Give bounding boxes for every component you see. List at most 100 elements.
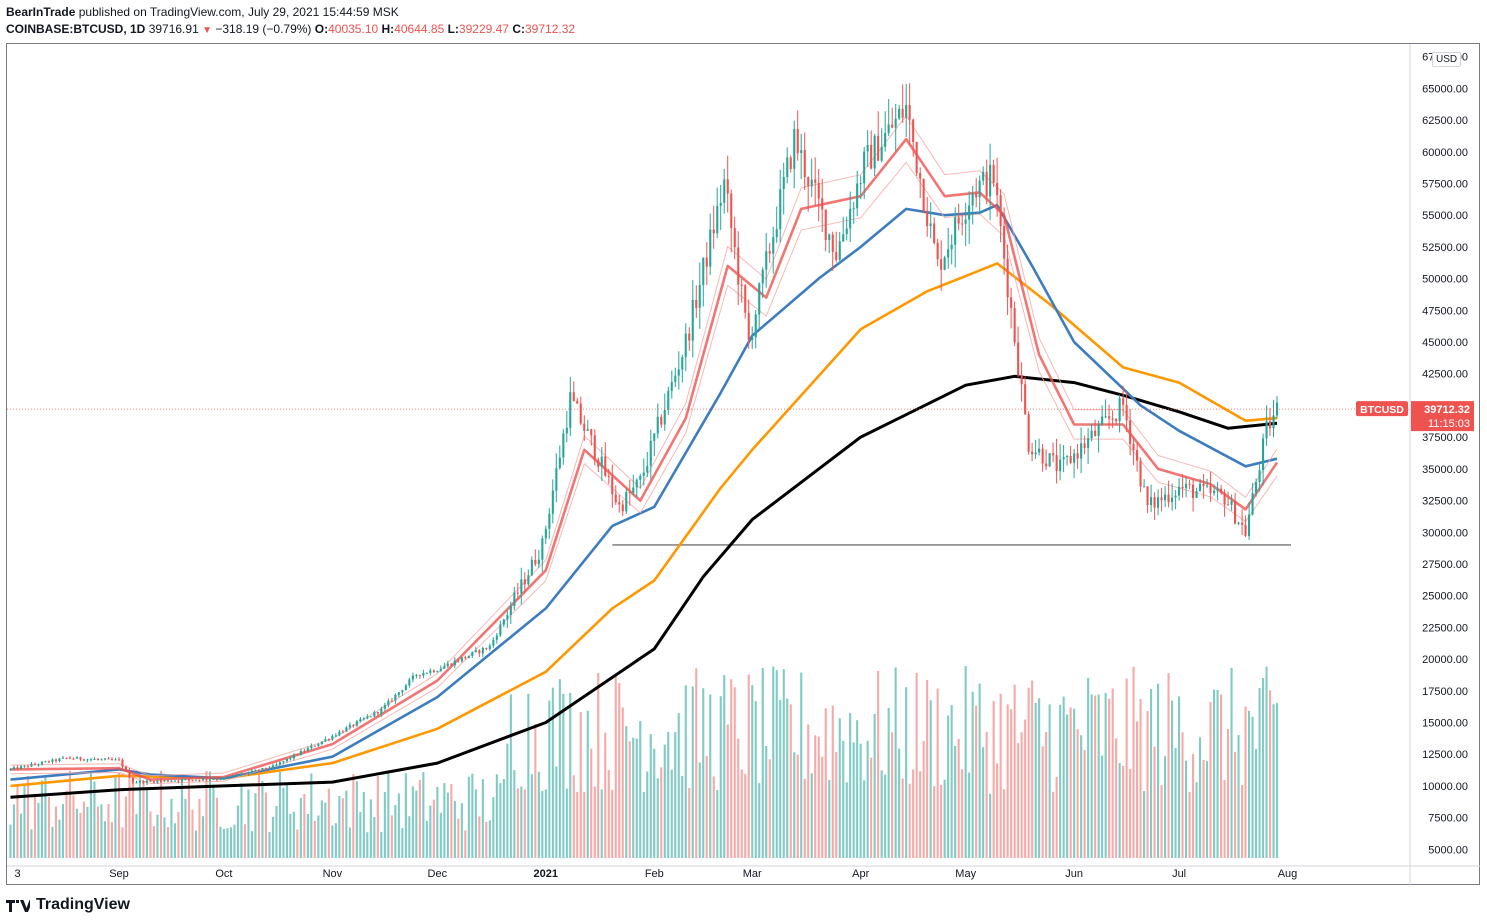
candle[interactable] [310,745,313,748]
candle[interactable] [674,375,677,382]
candle[interactable] [838,241,841,260]
candle[interactable] [61,757,64,759]
candle[interactable] [75,757,78,759]
candle[interactable] [44,761,47,763]
publisher-name[interactable]: BearInTrade [6,5,76,19]
candle[interactable] [870,144,873,169]
candle[interactable] [1178,486,1181,496]
candle[interactable] [1199,483,1202,492]
candle[interactable] [233,775,236,777]
candle[interactable] [978,180,981,198]
candle[interactable] [191,779,194,781]
candle[interactable] [1083,443,1086,448]
candle[interactable] [194,779,197,781]
candle[interactable] [621,504,624,512]
candle[interactable] [1038,448,1041,453]
candle[interactable] [1129,420,1132,444]
candle[interactable] [425,672,428,674]
candle[interactable] [1080,443,1083,459]
candle[interactable] [212,779,215,781]
candle[interactable] [726,179,729,194]
candle[interactable] [534,559,537,565]
candle[interactable] [656,417,659,434]
candle[interactable] [989,164,992,197]
candle[interactable] [551,490,554,514]
candle[interactable] [600,456,603,467]
candle[interactable] [135,782,138,784]
candle[interactable] [453,660,456,666]
candle[interactable] [527,575,530,585]
candle[interactable] [737,247,740,285]
candle[interactable] [422,673,425,676]
candle[interactable] [205,778,208,780]
candle[interactable] [495,635,498,640]
candle[interactable] [929,223,932,227]
candle[interactable] [793,129,796,169]
candle[interactable] [817,182,820,199]
candle[interactable] [583,423,586,431]
candle[interactable] [1244,524,1247,536]
candle[interactable] [758,283,761,315]
candle[interactable] [317,744,320,746]
candle[interactable] [1041,448,1044,464]
candle[interactable] [593,435,596,460]
candle[interactable] [383,705,386,709]
candle[interactable] [667,390,670,410]
candle[interactable] [1202,483,1205,487]
candle[interactable] [229,776,232,778]
candle[interactable] [688,333,691,341]
candle[interactable] [247,772,250,774]
candle[interactable] [296,754,299,756]
candle[interactable] [110,758,113,760]
candle[interactable] [520,579,523,594]
candle[interactable] [1052,453,1055,456]
candle[interactable] [362,718,365,720]
candle[interactable] [250,770,253,773]
candle[interactable] [1139,460,1142,487]
candle[interactable] [894,118,897,128]
candle[interactable] [474,650,477,652]
candle[interactable] [394,694,397,701]
candle[interactable] [117,759,120,761]
candle[interactable] [103,758,106,760]
candle[interactable] [775,229,778,238]
candle[interactable] [12,767,15,769]
candle[interactable] [1087,438,1090,448]
candle[interactable] [54,759,57,761]
candle[interactable] [558,457,561,469]
candle[interactable] [982,171,985,181]
candle[interactable] [597,459,600,467]
candle[interactable] [331,735,334,740]
candle[interactable] [418,674,421,676]
candle[interactable] [1059,459,1062,472]
candle[interactable] [47,761,50,763]
candle[interactable] [1213,490,1216,494]
candle[interactable] [968,205,971,220]
candle[interactable] [51,759,54,763]
candle[interactable] [723,179,726,203]
candle[interactable] [803,150,806,178]
candle[interactable] [898,108,901,119]
candle[interactable] [1160,497,1163,501]
candle[interactable] [586,429,589,431]
candle[interactable] [359,719,362,722]
candle[interactable] [1220,488,1223,493]
candle[interactable] [1090,430,1093,439]
candle[interactable] [523,579,526,585]
candle[interactable] [1188,483,1191,485]
candle[interactable] [72,758,75,760]
candle[interactable] [691,300,694,341]
candle[interactable] [698,284,701,308]
candle[interactable] [1115,418,1118,422]
candle[interactable] [800,150,803,154]
candle[interactable] [702,257,705,285]
candle[interactable] [604,456,607,476]
candle[interactable] [338,731,341,736]
candle[interactable] [810,179,813,187]
candle[interactable] [548,513,551,529]
candle[interactable] [1265,421,1268,439]
candle[interactable] [1069,456,1072,463]
candle[interactable] [30,764,33,767]
candle[interactable] [1101,416,1104,425]
